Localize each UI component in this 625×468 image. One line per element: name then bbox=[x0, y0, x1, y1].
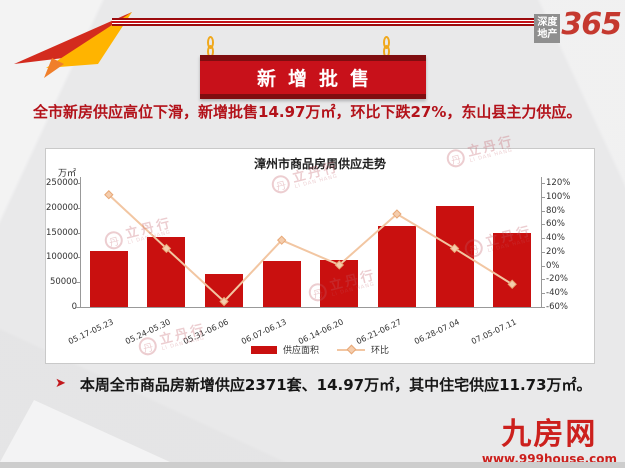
y-axis-tick-label: 150000 bbox=[46, 227, 79, 238]
y-axis-tick bbox=[76, 183, 80, 184]
logo-box: 深度 地产 bbox=[534, 14, 561, 43]
supply-bar bbox=[147, 237, 186, 307]
line-marker bbox=[104, 190, 114, 200]
secondary-axis-tick bbox=[541, 210, 545, 212]
section-banner: 新增批售 bbox=[200, 55, 426, 99]
y-axis-tick bbox=[76, 257, 80, 259]
left-axis-line bbox=[80, 177, 81, 307]
secondary-axis-tick bbox=[541, 238, 545, 240]
chart-legend: 供应面积 环比 bbox=[46, 343, 594, 356]
secondary-axis-tick bbox=[541, 279, 545, 281]
legend-line-swatch bbox=[337, 344, 365, 354]
y-axis-tick-label: 100000 bbox=[46, 252, 79, 263]
logo-line2: 地产 bbox=[537, 28, 558, 40]
y-axis-tick bbox=[76, 282, 80, 284]
lidanhang-logo-icon: 丹 bbox=[269, 173, 292, 196]
footnote-text: 本周全市商品房新增供应2371套、14.97万㎡，其中住宅供应11.73万㎡。 bbox=[79, 376, 592, 394]
secondary-axis-tick-label: 120% bbox=[546, 178, 571, 188]
y-axis-tick bbox=[76, 207, 80, 209]
jiufangwang-logo: 九房网 www.999house.com bbox=[482, 417, 617, 467]
footnote: ➤ 本周全市商品房新增供应2371套、14.97万㎡，其中住宅供应11.73万㎡… bbox=[55, 374, 595, 395]
legend-line-label: 环比 bbox=[371, 346, 390, 356]
chart-panel: 漳州市商品房周供应走势 万㎡ 250000 200000 150000 100000 5… bbox=[45, 134, 595, 364]
legend-bar-label: 供应面积 bbox=[282, 346, 319, 356]
legend-bar-swatch bbox=[250, 345, 277, 354]
line-marker bbox=[276, 235, 287, 245]
logo-365: 365 bbox=[561, 7, 622, 42]
logo-line1: 深度 bbox=[537, 17, 558, 28]
secondary-axis-tick-label: -40% bbox=[546, 288, 568, 299]
y-axis-tick bbox=[76, 232, 80, 234]
jiufangwang-name: 九房网 bbox=[501, 417, 598, 452]
secondary-axis-tick bbox=[541, 293, 545, 295]
secondary-axis-tick-label: 40% bbox=[546, 233, 565, 244]
secondary-axis-tick bbox=[541, 251, 545, 253]
y-axis-unit-label: 万㎡ bbox=[58, 169, 77, 179]
bottom-strip bbox=[0, 462, 625, 468]
y-axis-tick-label: 50000 bbox=[49, 277, 77, 288]
x-axis-line bbox=[80, 307, 542, 308]
line-marker bbox=[392, 209, 402, 219]
right-axis-line bbox=[541, 177, 542, 307]
background-triangle bbox=[0, 400, 170, 462]
supply-bar bbox=[320, 260, 359, 307]
secondary-axis-tick bbox=[541, 307, 545, 308]
chart-title: 漳州市商品房周供应走势 bbox=[253, 157, 386, 171]
arrow-bullet-icon: ➤ bbox=[55, 376, 66, 391]
secondary-axis-tick-label: -60% bbox=[546, 302, 568, 312]
supply-bar bbox=[435, 205, 474, 307]
secondary-axis-tick-label: 20% bbox=[546, 246, 565, 257]
secondary-axis-tick-label: 0% bbox=[546, 260, 560, 271]
supply-bar bbox=[262, 260, 301, 307]
secondary-axis-tick-label: -20% bbox=[546, 274, 568, 285]
paper-plane-arrow-icon bbox=[14, 12, 132, 78]
secondary-axis-tick bbox=[541, 196, 545, 198]
secondary-axis-tick-label: 80% bbox=[546, 205, 565, 216]
secondary-axis-tick bbox=[541, 183, 545, 184]
lidanhang-logo-icon: 丹 bbox=[102, 229, 125, 252]
y-axis-tick-label: 0 bbox=[71, 302, 77, 312]
shendu-dichan-365-logo: 深度 地产 365 bbox=[534, 7, 622, 43]
supply-bar bbox=[493, 232, 532, 307]
y-axis-tick bbox=[76, 307, 80, 308]
supply-bar bbox=[89, 250, 128, 307]
supply-bar bbox=[377, 226, 416, 307]
header-rule-line bbox=[112, 18, 537, 26]
secondary-axis-tick-label: 100% bbox=[546, 191, 571, 202]
y-axis-tick-label: 250000 bbox=[46, 178, 79, 188]
secondary-axis-tick bbox=[541, 265, 545, 267]
section-banner-title: 新增批售 bbox=[256, 68, 381, 90]
supply-bar bbox=[205, 273, 244, 307]
summary-text: 全市新房供应高位下滑，新增批售14.97万㎡，环比下跌27%，东山县主力供应。 bbox=[33, 103, 582, 121]
y-axis-tick-label: 200000 bbox=[46, 202, 79, 213]
secondary-axis-tick bbox=[541, 224, 545, 226]
secondary-axis-tick-label: 60% bbox=[546, 219, 565, 230]
